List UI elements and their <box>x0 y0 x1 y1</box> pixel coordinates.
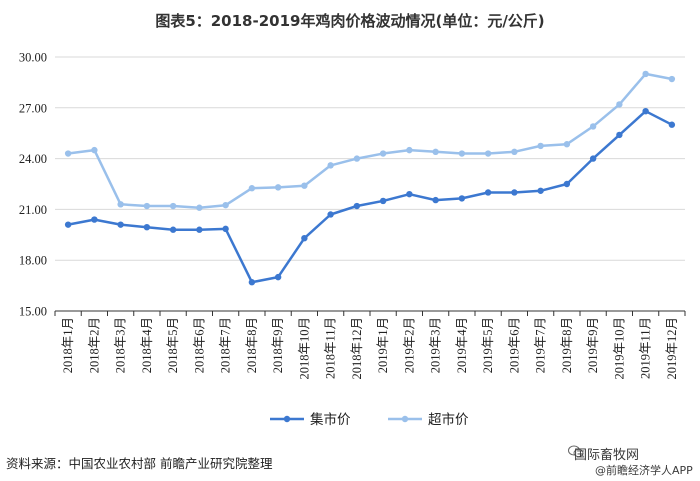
x-tick-label: 2019年7月 <box>534 317 548 373</box>
data-point <box>248 279 256 286</box>
data-point <box>91 146 98 154</box>
wechat-icon <box>568 445 584 458</box>
data-point <box>117 201 124 208</box>
data-point <box>91 216 98 223</box>
x-tick-label: 2018年10月 <box>297 317 311 380</box>
x-tick-label: 2019年1月 <box>376 317 390 373</box>
legend-label: 超市价 <box>428 411 469 428</box>
x-tick-label: 2018年4月 <box>140 317 154 373</box>
x-tick-label: 2018年5月 <box>166 317 180 373</box>
y-tick-label: 18.00 <box>19 254 47 268</box>
data-point <box>379 150 387 157</box>
data-point <box>511 189 518 196</box>
x-tick-label: 2019年3月 <box>429 317 443 373</box>
chart-title: 图表5：2018-2019年鸡肉价格波动情况(单位：元/公斤) <box>155 12 545 30</box>
data-point <box>169 202 177 210</box>
data-point <box>484 150 492 157</box>
data-point <box>248 185 256 192</box>
x-tick-label: 2018年3月 <box>114 317 128 373</box>
data-point <box>196 204 203 211</box>
watermark-app: @前瞻经济学人APP <box>595 464 693 477</box>
data-point <box>537 187 544 194</box>
x-tick-label: 2019年12月 <box>665 317 679 380</box>
x-tick-label: 2019年11月 <box>639 317 653 379</box>
data-point <box>406 190 413 198</box>
data-point <box>274 184 282 191</box>
series-layer <box>64 70 676 286</box>
legend-label: 集市价 <box>310 411 351 428</box>
data-point <box>327 211 334 218</box>
data-point <box>458 195 466 202</box>
data-point <box>511 148 518 156</box>
data-point <box>668 75 676 83</box>
data-point <box>222 201 229 209</box>
series-line-1 <box>67 109 673 284</box>
data-point <box>616 131 623 139</box>
legend: 集市价 超市价 <box>270 411 469 428</box>
data-point <box>353 202 361 210</box>
source-note: 资料来源：中国农业农村部 前瞻产业研究院整理 <box>6 456 273 471</box>
x-tick-label: 2018年1月 <box>61 317 75 373</box>
data-point <box>143 223 151 231</box>
data-point <box>432 148 439 156</box>
data-point <box>117 221 124 228</box>
data-point <box>642 70 649 78</box>
watermark-site: 国际畜牧网 <box>574 448 640 463</box>
data-point <box>274 273 282 281</box>
y-axis: 15.00 18.00 21.00 24.00 27.00 30.00 <box>19 51 47 319</box>
data-point <box>222 225 229 233</box>
y-tick-label: 27.00 <box>19 101 47 115</box>
data-point <box>458 150 466 157</box>
data-point <box>589 155 597 162</box>
data-point <box>196 226 203 233</box>
series-line-2 <box>67 72 673 209</box>
x-axis: 2018年1月 2018年2月 2018年3月 2018年4月 2018年5月 2018年… <box>54 310 686 380</box>
x-tick-label: 2018年11月 <box>324 317 338 379</box>
x-tick-label: 2018年7月 <box>219 317 233 373</box>
y-tick-label: 21.00 <box>19 203 47 217</box>
x-tick-label: 2019年9月 <box>586 317 600 373</box>
x-tick-label: 2018年8月 <box>245 317 259 373</box>
x-tick-label: 2019年6月 <box>507 317 521 373</box>
data-point <box>353 155 361 162</box>
data-point <box>563 180 571 188</box>
data-point <box>406 146 413 154</box>
x-tick-label: 2019年2月 <box>402 317 416 373</box>
data-point <box>563 141 571 148</box>
data-point <box>484 189 492 196</box>
data-point <box>616 101 623 108</box>
data-point <box>301 182 308 189</box>
x-tick-label: 2018年2月 <box>87 317 101 373</box>
x-tick-label: 2018年12月 <box>350 317 364 380</box>
x-tick-label: 2019年4月 <box>455 317 469 373</box>
data-point <box>64 150 72 157</box>
legend-marker <box>401 415 409 423</box>
data-point <box>379 197 387 205</box>
data-point <box>589 123 597 130</box>
data-point <box>432 196 439 204</box>
data-point <box>169 226 177 233</box>
y-tick-label: 15.00 <box>19 305 47 319</box>
data-point <box>642 107 649 115</box>
x-tick-label: 2019年5月 <box>481 317 495 373</box>
grid-lines <box>55 56 685 261</box>
x-tick-label: 2018年9月 <box>271 317 285 373</box>
legend-marker <box>283 415 291 423</box>
x-tick-label: 2018年6月 <box>192 317 206 373</box>
x-tick-label: 2019年8月 <box>560 317 574 373</box>
y-tick-label: 30.00 <box>19 51 47 65</box>
x-tick-label: 2019年10月 <box>612 317 626 380</box>
data-point <box>301 234 308 242</box>
y-tick-label: 24.00 <box>19 152 47 166</box>
data-point <box>327 162 334 169</box>
data-point <box>64 221 72 228</box>
data-point <box>668 121 676 128</box>
data-point <box>537 142 544 150</box>
data-point <box>143 202 151 210</box>
